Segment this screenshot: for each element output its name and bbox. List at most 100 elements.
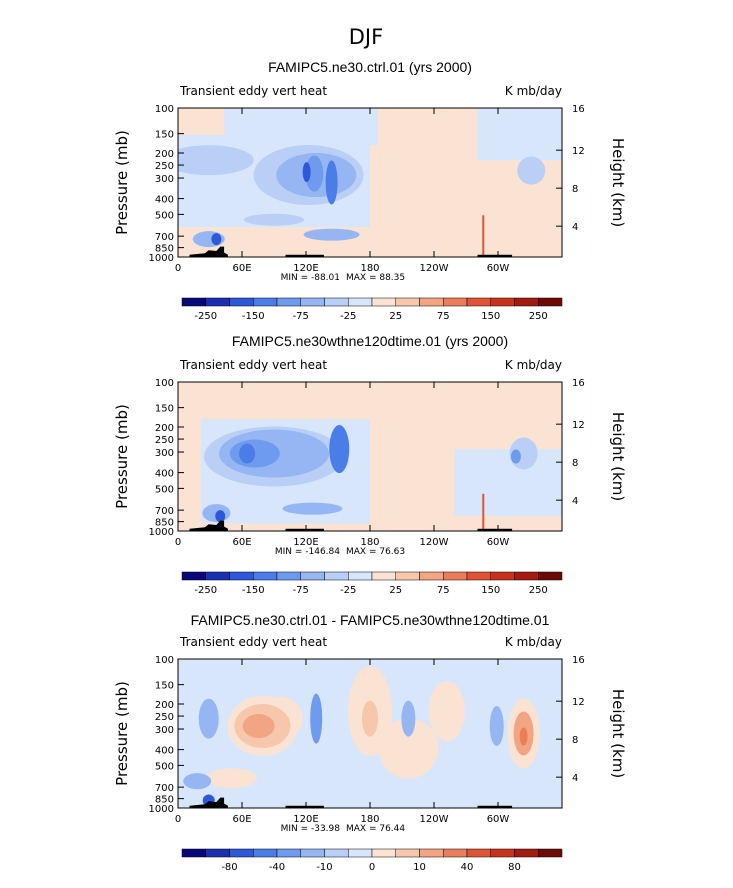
colorbar-label: -250: [194, 585, 217, 596]
colorbar-swatch: [443, 848, 468, 858]
contour-region: [378, 718, 439, 779]
colorbar-label: -10: [316, 862, 332, 873]
contour-region: [239, 443, 256, 464]
contour-region: [329, 425, 350, 474]
colorbar-swatch: [395, 571, 420, 581]
colorbar-swatch: [205, 848, 230, 858]
left-label: Transient eddy vert heat: [179, 635, 327, 649]
y-tick-label: 100: [155, 104, 174, 115]
right-label: K mb/day: [505, 635, 562, 649]
contour-region: [178, 145, 254, 176]
contour-region: [215, 510, 226, 523]
y-tick-label: 200: [155, 423, 174, 434]
contour-region: [282, 502, 343, 515]
x-tick-label: 120W: [420, 263, 449, 274]
x-tick-label: 180: [360, 814, 379, 825]
colorbar-label: 75: [437, 585, 450, 596]
y2-axis-title: Height (km): [609, 138, 627, 227]
y2-tick-label: 12: [572, 420, 585, 431]
colorbar-swatch: [276, 571, 301, 581]
colorbar-swatch: [490, 571, 515, 581]
contour-region: [519, 727, 528, 746]
x-tick-label: 120W: [420, 537, 449, 548]
max-label: MAX = 88.35: [346, 273, 405, 283]
colorbar-swatch: [419, 297, 444, 307]
contour-region: [305, 155, 324, 192]
colorbar-swatch: [253, 297, 278, 307]
y2-tick-label: 4: [572, 773, 578, 784]
right-label: K mb/day: [505, 358, 562, 372]
contour-region: [310, 693, 323, 744]
panel-3: FAMIPC5.ne30.ctrl.01 - FAMIPC5.ne30wthne…: [113, 612, 627, 873]
colorbar-swatch: [371, 571, 396, 581]
colorbar-swatch: [229, 848, 254, 858]
topography: [477, 805, 513, 808]
colorbar-swatch: [253, 848, 278, 858]
x-tick-label: 120E: [293, 814, 318, 825]
y-tick-label: 150: [155, 130, 174, 141]
colorbar-swatch: [324, 848, 349, 858]
max-label: MAX = 76.63: [346, 547, 405, 557]
contour-region: [303, 228, 360, 241]
colorbar-label: -150: [242, 311, 265, 322]
x-tick-label: 60W: [487, 814, 510, 825]
colorbar-swatch: [514, 297, 539, 307]
colorbar-label: -250: [194, 311, 217, 322]
x-tick-label: 0: [175, 537, 181, 548]
colorbar-swatch: [205, 571, 230, 581]
y-tick-label: 100: [155, 655, 174, 666]
y-tick-label: 1000: [149, 804, 174, 815]
x-tick-label: 60W: [487, 263, 510, 274]
colorbar-swatch: [253, 571, 278, 581]
contour-region: [428, 681, 465, 742]
colorbar-swatch: [395, 297, 420, 307]
colorbar-label: -75: [293, 585, 309, 596]
min-label: MIN = -33.98: [281, 824, 341, 834]
colorbar-swatch: [538, 848, 563, 858]
colorbar-swatch: [443, 571, 468, 581]
colorbar-label: 10: [413, 862, 426, 873]
y-axis-title: Pressure (mb): [113, 130, 131, 235]
field: [178, 659, 562, 808]
x-tick-label: 60E: [232, 814, 251, 825]
colorbar-label: 250: [529, 585, 548, 596]
colorbar-label: -75: [293, 311, 309, 322]
colorbar-label: 75: [437, 311, 450, 322]
colorbar-swatch: [324, 297, 349, 307]
y-tick-label: 850: [155, 244, 174, 255]
colorbar-swatch: [443, 297, 468, 307]
colorbar-swatch: [276, 848, 301, 858]
x-tick-label: 0: [175, 814, 181, 825]
y-tick-label: 200: [155, 149, 174, 160]
colorbar-label: -40: [269, 862, 285, 873]
colorbar-swatch: [324, 571, 349, 581]
y-tick-label: 150: [155, 681, 174, 692]
topography: [477, 254, 513, 257]
y2-tick-label: 8: [572, 735, 578, 746]
x-tick-label: 60E: [232, 263, 251, 274]
colorbar-swatch: [300, 571, 325, 581]
y-tick-label: 1000: [149, 253, 174, 264]
panel-2: FAMIPC5.ne30wthne120dtime.01 (yrs 2000) T…: [113, 333, 627, 596]
panel-title: FAMIPC5.ne30.ctrl.01 (yrs 2000): [268, 59, 472, 75]
field: [178, 108, 562, 257]
colorbar-swatch: [205, 297, 230, 307]
contour-region: [206, 768, 257, 789]
colorbar-swatch: [419, 571, 444, 581]
colorbar-swatch: [348, 297, 373, 307]
colorbar-swatch: [371, 297, 396, 307]
colorbar-label: 150: [481, 585, 500, 596]
panel-1: FAMIPC5.ne30.ctrl.01 (yrs 2000) Transient…: [113, 59, 627, 322]
colorbar-label: 150: [481, 311, 500, 322]
min-label: MIN = -88.01: [281, 273, 340, 283]
x-tick-label: 120E: [293, 263, 318, 274]
left-label: Transient eddy vert heat: [179, 358, 327, 372]
colorbar-label: 250: [529, 311, 548, 322]
topography: [285, 805, 324, 808]
y2-tick-label: 8: [572, 458, 578, 469]
colorbar-label: 80: [508, 862, 521, 873]
colorbar-swatch: [229, 571, 254, 581]
colorbar-swatch: [181, 571, 206, 581]
y2-tick-label: 12: [572, 697, 585, 708]
